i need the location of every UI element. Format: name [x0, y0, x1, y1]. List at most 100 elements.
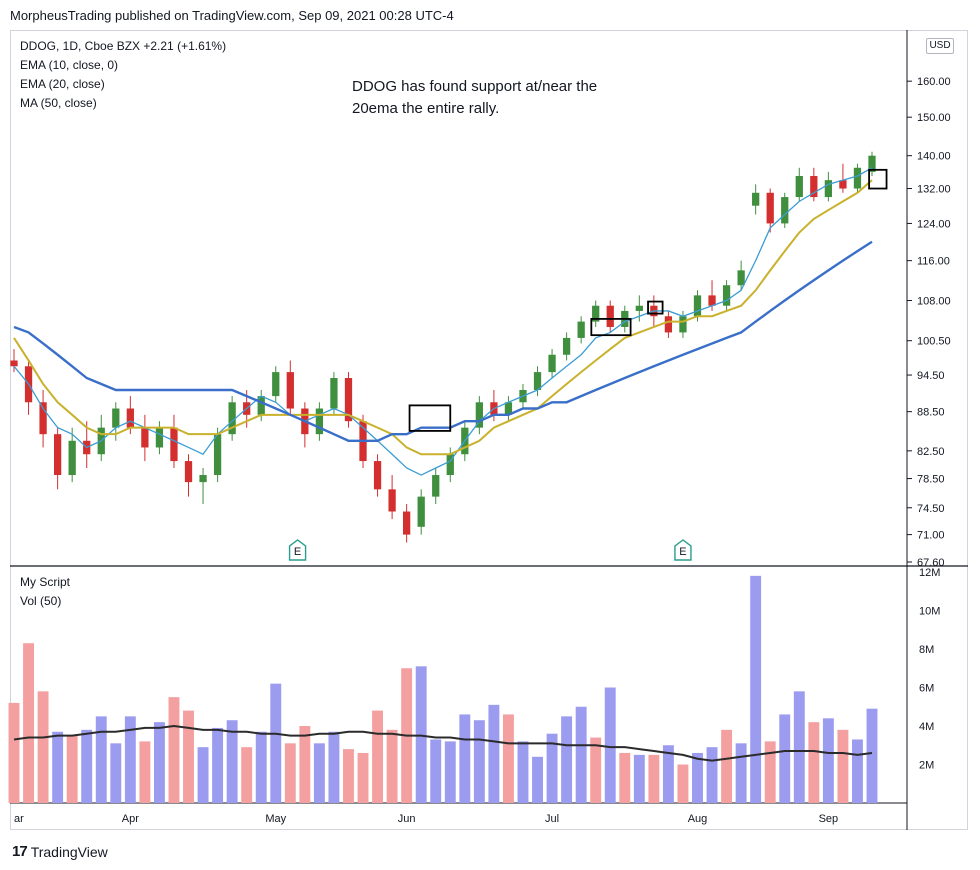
- volume-bar[interactable]: [793, 691, 805, 803]
- support-box-3[interactable]: [647, 300, 664, 315]
- ema20-line[interactable]: [13, 179, 873, 456]
- tradingview-brand[interactable]: 17 TradingView: [12, 843, 108, 860]
- candle[interactable]: [213, 427, 222, 483]
- volume-bar[interactable]: [255, 731, 267, 803]
- candle[interactable]: [868, 151, 876, 176]
- candle[interactable]: [548, 349, 556, 379]
- candle[interactable]: [766, 188, 774, 233]
- candle[interactable]: [432, 468, 440, 505]
- volume-bar[interactable]: [110, 743, 122, 803]
- candle[interactable]: [533, 366, 542, 397]
- volume-bar[interactable]: [822, 718, 834, 803]
- volume-bar[interactable]: [124, 716, 136, 803]
- candle[interactable]: [562, 332, 571, 361]
- volume-bar[interactable]: [183, 710, 194, 803]
- candle[interactable]: [373, 454, 382, 497]
- candle[interactable]: [315, 402, 324, 441]
- candle[interactable]: [635, 295, 643, 322]
- volume-bar[interactable]: [226, 720, 238, 803]
- candle[interactable]: [344, 372, 353, 428]
- volume-bar[interactable]: [153, 722, 165, 803]
- candle[interactable]: [737, 260, 745, 291]
- candle[interactable]: [184, 454, 193, 497]
- volume-ma-line[interactable]: [13, 724, 873, 762]
- candle[interactable]: [199, 468, 207, 505]
- volume-bar[interactable]: [386, 729, 398, 803]
- volume-bar[interactable]: [52, 731, 64, 803]
- volume-bar[interactable]: [502, 714, 514, 803]
- volume-bar[interactable]: [212, 727, 224, 803]
- candle[interactable]: [722, 280, 731, 311]
- volume-bar[interactable]: [488, 704, 500, 803]
- volume-bar[interactable]: [648, 754, 660, 803]
- candle[interactable]: [664, 310, 673, 338]
- candle[interactable]: [301, 402, 309, 448]
- volume-bar[interactable]: [866, 708, 878, 803]
- candle[interactable]: [592, 300, 600, 327]
- candle[interactable]: [679, 310, 687, 338]
- volume-bar[interactable]: [517, 741, 529, 803]
- volume-bar[interactable]: [299, 726, 311, 803]
- candle[interactable]: [853, 163, 862, 193]
- candle[interactable]: [606, 300, 614, 333]
- candle[interactable]: [475, 396, 483, 435]
- support-box-1[interactable]: [408, 404, 452, 432]
- candle[interactable]: [286, 360, 294, 415]
- volume-bar[interactable]: [8, 702, 20, 803]
- volume-bar[interactable]: [590, 737, 602, 803]
- volume-bar[interactable]: [197, 747, 209, 803]
- candle[interactable]: [810, 167, 818, 202]
- volume-bar[interactable]: [808, 722, 820, 803]
- ema10-line[interactable]: [13, 167, 873, 476]
- volume-bar[interactable]: [284, 743, 296, 803]
- candle[interactable]: [504, 396, 513, 422]
- earnings-marker[interactable]: E: [288, 539, 307, 561]
- currency-badge[interactable]: USD: [926, 38, 954, 54]
- volume-bar[interactable]: [357, 752, 369, 803]
- volume-bar[interactable]: [837, 729, 849, 803]
- volume-bar[interactable]: [430, 739, 442, 803]
- volume-bar[interactable]: [459, 714, 471, 803]
- volume-bar[interactable]: [764, 741, 776, 803]
- volume-bar[interactable]: [546, 733, 558, 803]
- volume-bar[interactable]: [852, 739, 863, 803]
- candle[interactable]: [39, 390, 47, 448]
- support-box-2[interactable]: [590, 318, 632, 337]
- volume-bar[interactable]: [633, 754, 645, 803]
- volume-bar[interactable]: [561, 716, 573, 803]
- candle[interactable]: [141, 414, 149, 462]
- volume-bar[interactable]: [575, 706, 587, 803]
- candle[interactable]: [272, 366, 280, 403]
- volume-bar[interactable]: [95, 716, 107, 803]
- volume-bar[interactable]: [168, 697, 180, 803]
- volume-bar[interactable]: [532, 756, 543, 803]
- ma50-line[interactable]: [13, 240, 873, 442]
- volume-bar[interactable]: [343, 749, 354, 803]
- volume-bar[interactable]: [23, 643, 34, 803]
- volume-bar[interactable]: [750, 575, 762, 803]
- volume-bar[interactable]: [372, 710, 384, 803]
- volume-bar[interactable]: [270, 683, 282, 803]
- volume-bar[interactable]: [37, 691, 49, 803]
- volume-bar[interactable]: [81, 729, 93, 803]
- candle[interactable]: [403, 504, 411, 543]
- candle[interactable]: [228, 396, 236, 441]
- candle[interactable]: [752, 184, 760, 215]
- volume-bar[interactable]: [706, 747, 718, 803]
- candle[interactable]: [10, 349, 18, 373]
- volume-bar[interactable]: [241, 747, 253, 803]
- volume-bar[interactable]: [662, 745, 674, 803]
- earnings-marker[interactable]: E: [674, 539, 692, 561]
- volume-bar[interactable]: [721, 729, 733, 803]
- candle[interactable]: [155, 421, 164, 455]
- volume-bar[interactable]: [619, 752, 631, 803]
- volume-bar[interactable]: [604, 687, 616, 804]
- volume-bar[interactable]: [444, 741, 456, 803]
- volume-bar[interactable]: [677, 764, 689, 804]
- volume-bar[interactable]: [313, 743, 325, 803]
- candle[interactable]: [417, 489, 425, 535]
- volume-bar[interactable]: [328, 731, 340, 803]
- volume-bar[interactable]: [779, 714, 791, 803]
- candle[interactable]: [68, 427, 76, 483]
